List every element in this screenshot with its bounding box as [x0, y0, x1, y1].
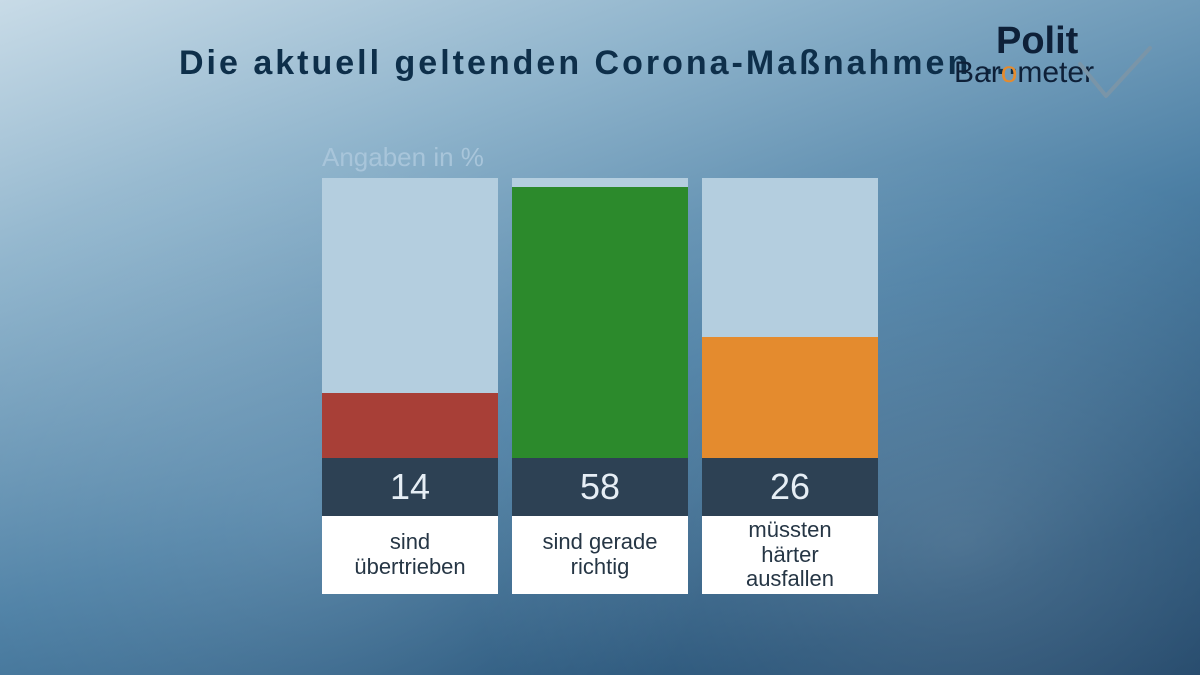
bar-column: 58sind gerade richtig	[512, 178, 688, 594]
logo-checkmark-icon	[1074, 44, 1154, 104]
bar-fill	[322, 393, 498, 458]
bar-value: 14	[322, 458, 498, 516]
bar-track	[322, 178, 498, 458]
bar-value: 26	[702, 458, 878, 516]
bar-fill	[512, 187, 688, 458]
unit-label: Angaben in %	[322, 142, 484, 173]
logo-line2-o: o	[1001, 56, 1018, 89]
bar-value: 58	[512, 458, 688, 516]
bar-track	[702, 178, 878, 458]
bar-column: 26müssten härter ausfallen	[702, 178, 878, 594]
bar-label: sind gerade richtig	[512, 516, 688, 594]
bar-track	[512, 178, 688, 458]
logo-line2-pre: Bar	[954, 56, 1001, 89]
bar-chart: 14sind übertrieben58sind gerade richtig2…	[322, 178, 878, 594]
stage: Die aktuell geltenden Corona-Maßnahmen .…	[0, 0, 1200, 675]
bar-fill	[702, 337, 878, 458]
politbarometer-logo: Polit Barometer	[954, 24, 1164, 104]
bar-column: 14sind übertrieben	[322, 178, 498, 594]
bar-label: müssten härter ausfallen	[702, 516, 878, 594]
bar-label: sind übertrieben	[322, 516, 498, 594]
